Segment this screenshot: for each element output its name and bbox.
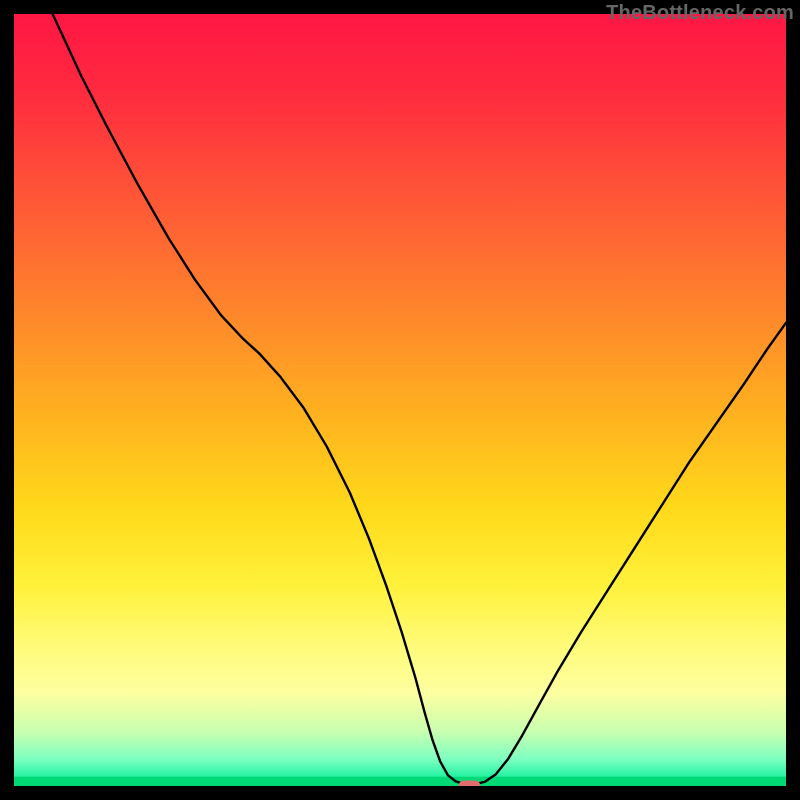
bottom-strip [14,777,786,786]
gradient-background [14,14,786,786]
optimal-marker [459,780,481,786]
plot-area [14,14,786,786]
chart-svg [14,14,786,786]
watermark-text: TheBottleneck.com [606,2,794,25]
chart-frame: TheBottleneck.com [0,0,800,800]
